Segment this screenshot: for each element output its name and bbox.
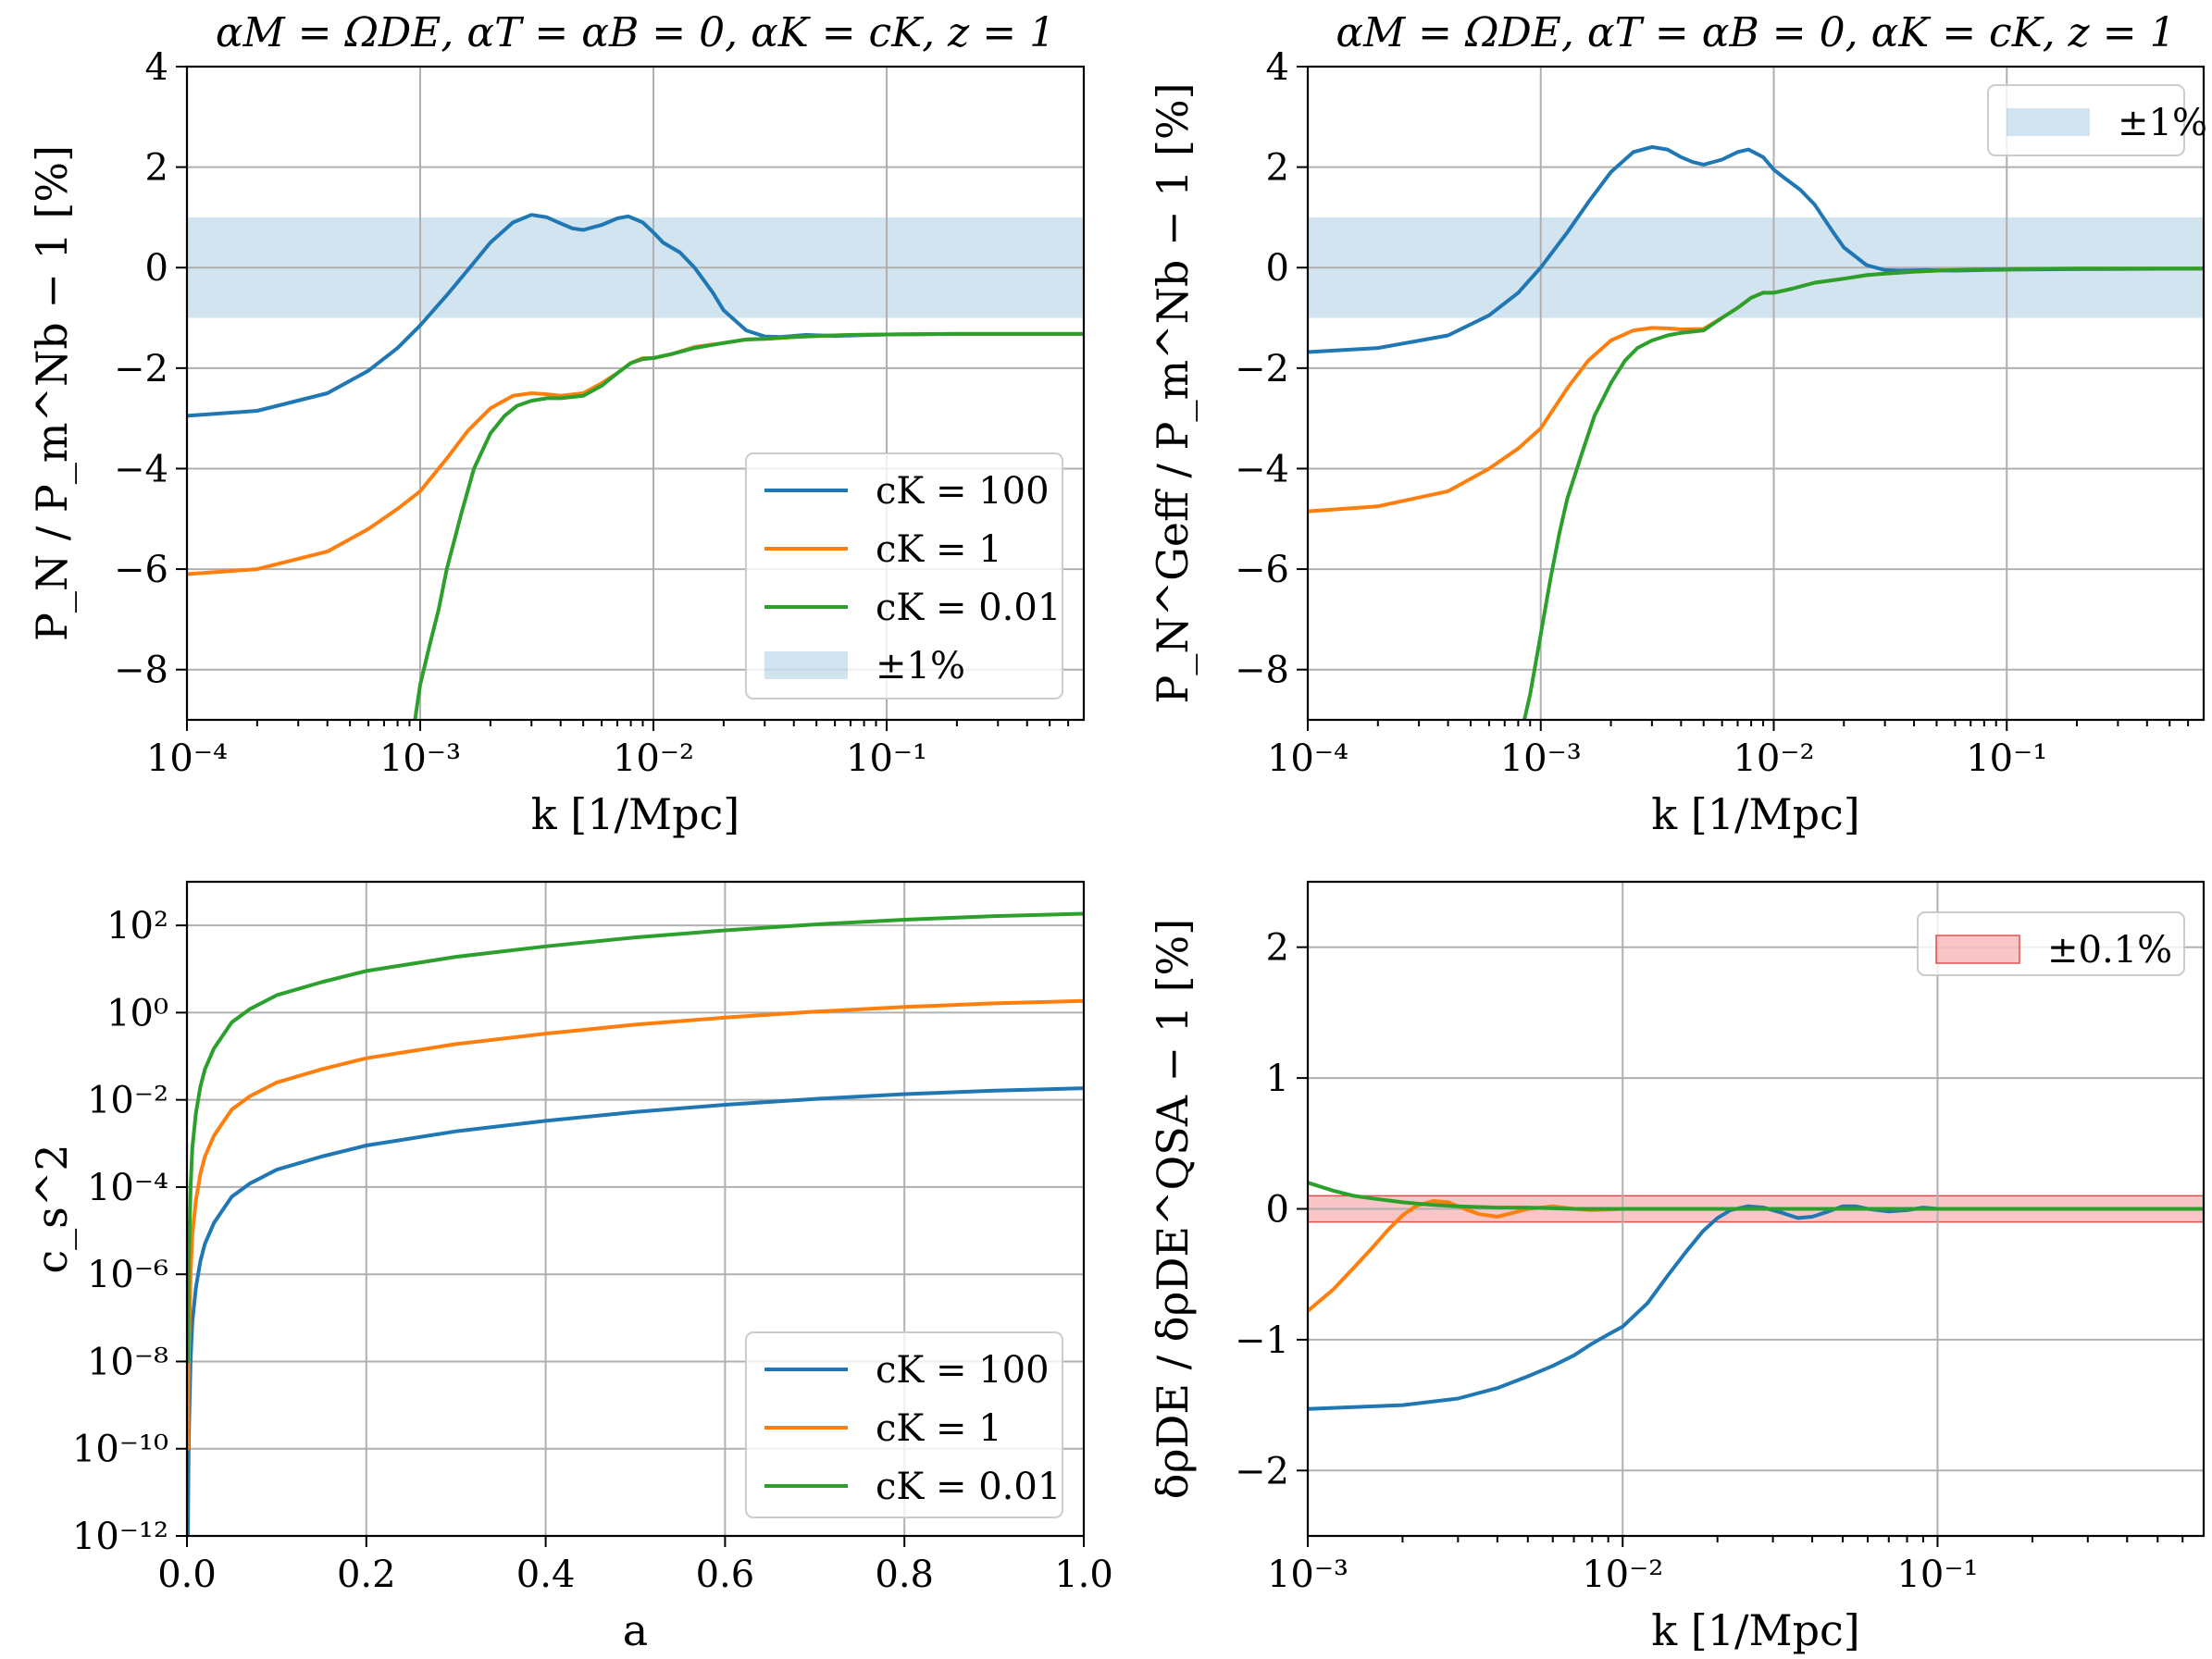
legend-label: ±1% [2118,102,2207,144]
y-tick-label: 0 [1266,247,1289,290]
panel-top-right: 10⁻⁴ 10⁻³ 10⁻² 10⁻¹ −8 −6 −4 −2 0 2 4 αM = ΩDE, αT … [1148,9,2207,839]
y-axis-label: P_N^Geff / P_m^Nb − 1 [%] [1148,82,1198,703]
x-tick-label: 10⁻⁴ [146,737,228,780]
legend-label: cK = 100 [876,1349,1050,1392]
plot-frame [1306,65,2206,722]
legend-label: cK = 0.01 [876,587,1061,629]
panel-bottom-left: 0.0 0.2 0.4 0.6 0.8 1.0 10⁻¹² 10⁻¹⁰ 10⁻⁸ 10⁻⁶ 10⁻⁴… [27,880,1113,1655]
y-tick-label: 10⁻¹⁰ [72,1429,168,1471]
legend-swatch-band [2007,108,2090,136]
series-line-cK001 [187,911,1084,1364]
y-tick-label: 10⁻² [87,1080,168,1122]
y-tick-label: −6 [114,549,168,591]
legend-swatch-band [764,651,848,679]
y-tick-label: −2 [114,348,168,390]
legend: cK = 100 cK = 1 cK = 0.01 [745,1331,1063,1518]
x-tick-label: 0.4 [516,1554,576,1596]
y-tick-label: 10⁻⁴ [87,1167,168,1209]
plot-frame [185,880,1086,1538]
x-tick-label: 10⁻⁴ [1267,737,1348,780]
series-line-cK100 [187,1086,1084,1536]
y-tick-label: −1 [1235,1319,1289,1362]
x-tick-label: 10⁻² [613,737,694,780]
y-tick-label: 10⁻¹² [72,1516,168,1558]
legend-label: ±0.1% [2047,929,2172,972]
series-line-cK001 [1308,1181,2204,1211]
legend-box [745,1331,1063,1518]
panel-top-left: 10⁻⁴ 10⁻³ 10⁻² 10⁻¹ −8 −6 −4 −2 0 2 4 αM = ΩDE, αT … [27,9,1086,839]
series-group [1308,1181,2204,1411]
x-tick-label: 10⁻¹ [846,737,927,780]
legend: ±1% [1987,84,2207,156]
series-line-cK001 [413,331,1084,720]
legend-label: cK = 0.01 [876,1466,1061,1508]
chart-title: αM = ΩDE, αT = αB = 0, αK = cK, z = 1 [1336,9,2175,56]
y-tick-label: −8 [1235,650,1289,692]
series-group [187,911,1084,1536]
y-tick-label: 10⁻⁶ [87,1254,168,1296]
series-group [187,213,1084,720]
y-axis-label: c_s^2 [27,1144,77,1273]
x-tick-label: 10⁻² [1733,737,1814,780]
legend-label: cK = 1 [876,528,1002,571]
x-axis-label: k [1/Mpc] [1651,789,1859,839]
series-line-cK1 [187,998,1084,1451]
y-axis-label: P_N / P_m^Nb − 1 [%] [27,145,77,641]
y-tick-label: 1 [1266,1058,1289,1100]
y-tick-label: 0 [1266,1189,1289,1232]
y-tick-label: 4 [145,46,168,89]
legend-box [745,452,1063,700]
y-tick-label: 2 [1266,147,1289,190]
y-tick-label: 10⁰ [106,992,168,1034]
x-tick-label: 10⁻³ [1267,1554,1348,1596]
legend-box [1987,84,2185,156]
chart-title: αM = ΩDE, αT = αB = 0, αK = cK, z = 1 [216,9,1055,56]
x-axis-label: k [1/Mpc] [1651,1605,1859,1655]
y-tick-label: 0 [145,247,168,290]
series-line-cK100 [1308,144,2204,354]
legend: cK = 100 cK = 1 cK = 0.01 ±1% [745,452,1063,700]
legend-label: ±1% [876,645,965,687]
x-tick-label: 10⁻¹ [1896,1554,1978,1596]
x-tick-label: 0.0 [157,1554,217,1596]
y-tick-label: −2 [1235,348,1289,390]
legend-box [1917,911,2185,976]
plot-frame [185,65,1086,722]
x-axis-label: a [623,1605,648,1655]
y-tick-label: −8 [114,650,168,692]
x-tick-label: 10⁻³ [379,737,461,780]
y-tick-label: 2 [145,147,168,190]
series-line-cK001 [1522,266,2204,720]
legend-swatch-band [1935,935,2020,964]
x-tick-label: 0.2 [337,1554,396,1596]
y-tick-label: 10² [106,905,168,947]
x-tick-label: 1.0 [1054,1554,1113,1596]
series-line-cK100 [1308,1204,2204,1411]
y-tick-label: −4 [114,448,168,490]
x-tick-label: 10⁻² [1582,1554,1663,1596]
legend-label: cK = 1 [876,1407,1002,1450]
y-tick-label: 4 [1266,46,1289,89]
panel-bottom-right: 10⁻³ 10⁻² 10⁻¹ −2 −1 0 1 2 k [1/Mpc] δρDE / δρDE^… [1148,880,2206,1655]
x-axis-label: k [1/Mpc] [531,789,739,839]
legend: ±0.1% [1917,911,2185,976]
y-tick-label: −6 [1235,549,1289,591]
x-tick-label: 0.6 [696,1554,755,1596]
y-tick-label: 10⁻⁸ [87,1341,168,1383]
series-group [1308,144,2204,720]
legend-label: cK = 100 [876,470,1050,513]
x-tick-label: 10⁻¹ [1966,737,2047,780]
x-tick-label: 0.8 [875,1554,934,1596]
y-tick-label: −2 [1235,1450,1289,1492]
y-tick-label: −4 [1235,448,1289,490]
y-tick-label: 2 [1266,927,1289,970]
x-tick-label: 10⁻³ [1500,737,1582,780]
y-axis-label: δρDE / δρDE^QSA − 1 [%] [1148,919,1198,1499]
